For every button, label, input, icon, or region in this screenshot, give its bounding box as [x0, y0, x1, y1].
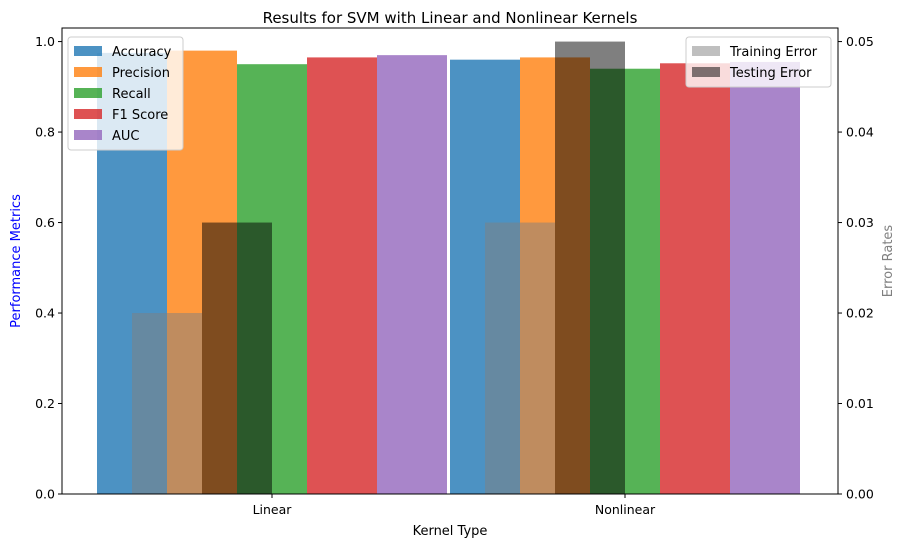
legend-swatch: [74, 46, 102, 56]
legend-label: Training Error: [729, 45, 818, 60]
right-tick-label: 0.02: [846, 306, 874, 321]
left-tick-label: 0.4: [35, 306, 55, 321]
right-tick-label: 0.04: [846, 125, 874, 140]
left-axis-ticks: 0.0 0.2 0.4 0.6 0.8 1.0: [35, 34, 62, 502]
right-axis-ticks: 0.00 0.01 0.02 0.03 0.04 0.05: [838, 34, 874, 502]
left-tick-label: 0.0: [35, 487, 55, 502]
bar-auc-linear: [377, 55, 447, 494]
right-tick-label: 0.03: [846, 215, 874, 230]
left-tick-label: 0.6: [35, 215, 55, 230]
bar-training-error-linear: [132, 313, 202, 494]
bar-testing-error-nonlinear: [555, 41, 625, 494]
legend-metrics: Accuracy Precision Recall F1 Score AUC: [67, 36, 184, 151]
chart-title: Results for SVM with Linear and Nonlinea…: [263, 9, 638, 27]
x-axis-label: Kernel Type: [413, 524, 488, 539]
legend-swatch: [692, 67, 720, 77]
x-axis-ticks: Linear Nonlinear: [253, 494, 656, 517]
legend-swatch: [692, 46, 720, 56]
legend-swatch: [74, 67, 102, 77]
left-tick-label: 0.2: [35, 396, 55, 411]
right-axis-label: Error Rates: [881, 225, 896, 298]
right-tick-label: 0.01: [846, 396, 874, 411]
legend-label: Precision: [112, 66, 170, 81]
legend-swatch: [74, 109, 102, 119]
legend-label: F1 Score: [112, 108, 168, 123]
left-tick-label: 0.8: [35, 125, 55, 140]
bar-training-error-nonlinear: [485, 222, 555, 494]
right-tick-label: 0.00: [846, 487, 874, 502]
legend-label: Testing Error: [729, 66, 812, 81]
legend-box: [685, 36, 832, 88]
left-tick-label: 1.0: [35, 34, 55, 49]
legend-errors: Training Error Testing Error: [685, 36, 832, 88]
legend-label: Recall: [112, 87, 151, 102]
legend-swatch: [74, 88, 102, 98]
bar-testing-error-linear: [202, 222, 272, 494]
right-tick-label: 0.05: [846, 34, 874, 49]
left-axis-label: Performance Metrics: [9, 194, 24, 328]
x-tick-label: Nonlinear: [595, 502, 656, 517]
plot-frame: [61, 27, 839, 495]
legend-swatch: [74, 130, 102, 140]
x-tick-label: Linear: [253, 502, 293, 517]
legend-label: AUC: [112, 129, 140, 144]
bar-f1-score-linear: [307, 57, 377, 494]
bar-f1-score-nonlinear: [660, 63, 730, 495]
error-bars: [132, 41, 625, 494]
legend-label: Accuracy: [112, 45, 172, 60]
legend-box: [67, 36, 184, 151]
bar-auc-nonlinear: [730, 61, 800, 494]
